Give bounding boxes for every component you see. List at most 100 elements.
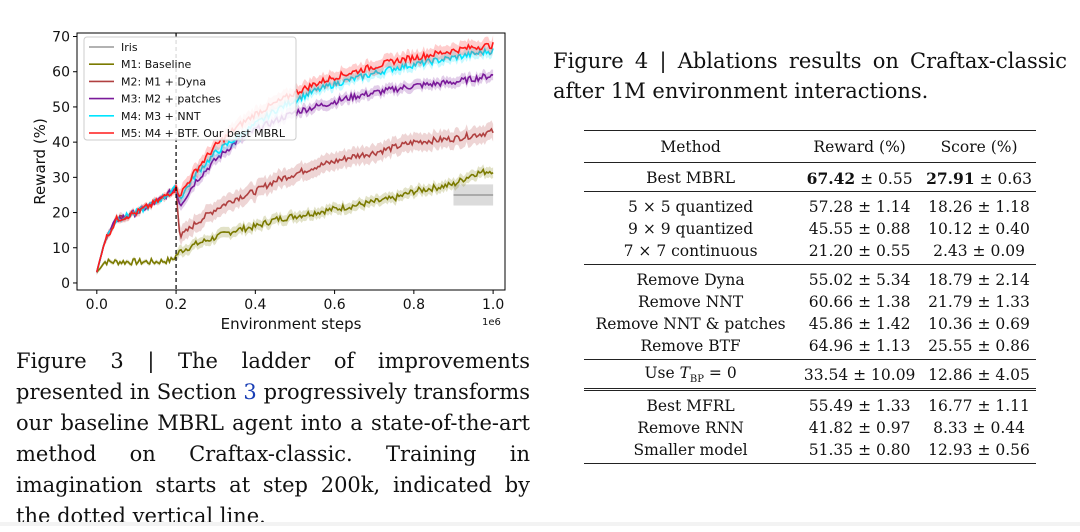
score-cell: 18.26 ± 1.18 [928,198,1030,216]
method-cell: Best MFRL [646,397,735,415]
method-cell: Remove Dyna [636,271,745,289]
y-tick-label: 30 [52,170,70,186]
score-cell: 10.36 ± 0.69 [928,315,1030,333]
method-cell: Remove NNT & patches [595,315,786,333]
y-axis-label: Reward (%) [31,118,49,205]
reward-std: ± 0.55 [855,169,913,188]
reward-best-value: 67.42 [806,168,856,188]
table-group: Best MFRL 55.49 ± 1.33 16.77 ± 1.11 Remove … [584,389,1036,464]
legend-box [83,36,297,141]
method-cell: 9 × 9 quantized [628,220,754,238]
series-band-1 [96,164,494,275]
score-cell: 21.79 ± 1.33 [928,293,1030,311]
column-header-score: Score (%) [940,137,1018,156]
method-suffix-text: = 0 [704,364,737,383]
table-header: Method Reward (%) Score (%) [584,130,1036,163]
table-group: Remove Dyna 55.02 ± 5.34 18.79 ± 2.14 Remov… [584,265,1036,360]
score-cell: 12.86 ± 4.05 [928,366,1030,384]
method-cell: Use TBP = 0 [584,360,797,390]
score-cell: 27.91 ± 0.63 [922,163,1036,192]
x-tick-label: 0.8 [403,297,425,313]
reward-cell: 64.96 ± 1.13 [808,337,911,355]
plot-frame [76,32,506,291]
y-tick-label: 10 [52,241,70,257]
legend-entry: M4: M3 + NNT [121,110,201,123]
x-tick-label: 0.0 [86,297,108,313]
reward-chart: 0 10 20 30 40 50 60 70 0.0 0.2 0.4 0.6 0.8 1.0 1e6 Envi… [31,30,506,333]
reward-cell: 21.20 ± 0.55 [808,242,911,260]
table-row: Remove Dyna 55.02 ± 5.34 18.79 ± 2.14 [584,265,1036,292]
reward-cell: 67.42 ± 0.55 [797,163,922,192]
reward-cell: 45.86 ± 1.42 [808,315,911,333]
x-multiplier-label: 1e6 [482,317,501,328]
score-cell: 18.79 ± 2.14 [928,271,1030,289]
x-tick-label: 0.6 [323,297,345,313]
method-cell: Remove BTF [640,337,741,355]
table-row: 7 × 7 continuous 21.20 ± 0.55 2.43 ± 0.09 [584,240,1036,265]
y-tick-label: 60 [52,65,70,81]
reward-cell: 55.02 ± 5.34 [808,271,911,289]
x-tick-label: 0.2 [165,297,187,313]
score-cell: 16.77 ± 1.11 [928,397,1030,415]
score-cell: 10.12 ± 0.40 [928,220,1030,238]
method-prefix-text: Use [644,364,680,383]
section-reference-link[interactable]: 3 [243,380,257,404]
table-row: Remove BTF 64.96 ± 1.13 25.55 ± 0.86 [584,335,1036,360]
legend-entry: M5: M4 + BTF. Our best MBRL [121,127,286,140]
figure-3-caption-text: Figure 3 | The ladder of improvements pr… [16,349,530,404]
table-group: 5 × 5 quantized 57.28 ± 1.14 18.26 ± 1.18 9… [584,192,1036,265]
y-tick-label: 50 [52,100,70,116]
method-cell: Remove NNT [637,293,744,311]
column-header-reward: Reward (%) [813,137,906,156]
method-var-text: T [679,364,690,383]
method-cell: Remove RNN [637,419,744,437]
figure-3-caption: Figure 3 | The ladder of improvements pr… [16,346,530,532]
y-tick-label: 40 [52,135,70,151]
table-row: 9 × 9 quantized 45.55 ± 0.88 10.12 ± 0.40 [584,218,1036,240]
series-line-1 [96,167,494,273]
score-best-value: 27.91 [926,168,975,188]
figure-4-caption: Figure 4 | Ablations results on Craftax-… [553,49,1067,103]
table-group: Best MBRL 67.42 ± 0.55 27.91 ± 0.63 [584,163,1036,192]
ablation-table: Method Reward (%) Score (%) Best MBRL 67.… [584,130,1036,464]
y-tick-label: 20 [52,206,70,222]
series-band-2 [96,120,494,276]
method-cell: 7 × 7 continuous [623,242,758,260]
score-std: ± 0.63 [974,169,1032,188]
table-row: Best MFRL 55.49 ± 1.33 16.77 ± 1.11 [584,390,1036,418]
y-tick-label: 0 [61,276,70,292]
page-bottom-strip [0,522,1080,526]
reward-cell: 41.82 ± 0.97 [808,419,911,437]
reward-cell: 57.28 ± 1.14 [808,198,911,216]
legend-entry: Iris [121,41,138,54]
method-cell: Best MBRL [646,169,736,187]
table-row: Best MBRL 67.42 ± 0.55 27.91 ± 0.63 [584,163,1036,192]
x-tick-label: 1.0 [482,297,504,313]
method-sub-text: BP [689,374,704,386]
legend-entry: M3: M2 + patches [121,93,221,106]
method-cell: Smaller model [633,441,748,459]
y-tick-label: 70 [52,30,70,46]
x-axis-label: Environment steps [221,315,362,333]
score-cell: 12.93 ± 0.56 [928,441,1030,459]
reward-cell: 33.54 ± 10.09 [803,366,916,384]
reward-cell: 55.49 ± 1.33 [808,397,911,415]
score-cell: 25.55 ± 0.86 [928,337,1030,355]
score-cell: 2.43 ± 0.09 [933,242,1025,260]
reward-cell: 51.35 ± 0.80 [808,441,911,459]
method-cell: 5 × 5 quantized [628,198,754,216]
score-cell: 8.33 ± 0.44 [933,419,1025,437]
reward-cell: 60.66 ± 1.38 [808,293,911,311]
table-row: Remove NNT 60.66 ± 1.38 21.79 ± 1.33 [584,291,1036,313]
reward-cell: 45.55 ± 0.88 [808,220,911,238]
legend-entry: M1: Baseline [121,58,192,71]
table-row: Remove NNT & patches 45.86 ± 1.42 10.36 ± … [584,313,1036,335]
column-header-method: Method [660,137,721,156]
legend-entry: M2: M1 + Dyna [121,75,206,88]
table-row: 5 × 5 quantized 57.28 ± 1.14 18.26 ± 1.18 [584,192,1036,219]
x-tick-label: 0.4 [244,297,266,313]
table-row: Remove RNN 41.82 ± 0.97 8.33 ± 0.44 [584,417,1036,439]
table-row: Use TBP = 0 33.54 ± 10.09 12.86 ± 4.05 [584,360,1036,390]
table-group: Use TBP = 0 33.54 ± 10.09 12.86 ± 4.05 [584,360,1036,390]
table-row: Smaller model 51.35 ± 0.80 12.93 ± 0.56 [584,439,1036,464]
